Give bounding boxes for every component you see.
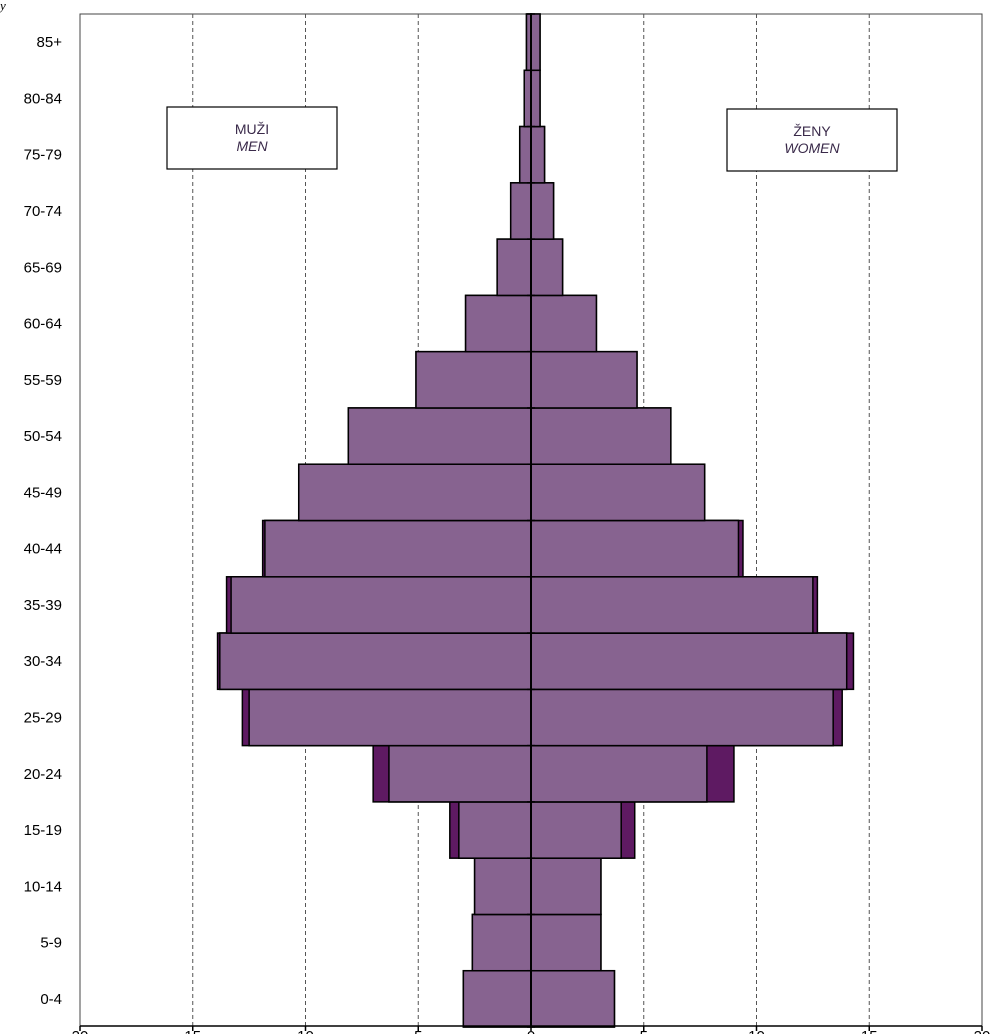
x-tick-label-5: 5 [640, 1028, 648, 1034]
bar-right-base-top-10-14 [530, 857, 602, 916]
bar-left-base-top-50-54 [347, 407, 532, 465]
y-tick-label-10-14: 10-14 [24, 878, 62, 895]
corner-label: y [0, 0, 6, 13]
x-tick-label-2: 10 [297, 1028, 314, 1034]
y-tick-label-5-9: 5-9 [40, 935, 62, 952]
axis-layer: 0-4 5-9 10-14 15-19 20-24 25-29 30-34 35-39 40-4… [24, 13, 991, 1034]
bar-right-base-top-60-64 [530, 294, 598, 353]
legend-women-label: ŽENY [793, 123, 831, 139]
x-tick-label-3: 5 [414, 1028, 422, 1034]
y-tick-label-50-54: 50-54 [24, 428, 62, 445]
bar-left-base-top-55-59 [415, 350, 532, 409]
legend-women-label-en: WOMEN [784, 140, 840, 156]
bar-left-base-top-80-84 [523, 69, 532, 128]
y-tick-label-65-69: 65-69 [24, 259, 62, 276]
x-tick-label-7: 15 [861, 1028, 878, 1034]
bar-left-base-top-45-49 [297, 463, 532, 522]
bar-left-base-top-75-79 [518, 125, 532, 184]
bar-left-base-top-60-64 [464, 294, 532, 353]
y-tick-label-20-24: 20-24 [24, 766, 62, 783]
bar-left-base-top-35-39 [230, 576, 532, 634]
x-tick-label-6: 10 [748, 1028, 765, 1034]
bar-right-base-top-85+ [530, 13, 541, 72]
bar-right-base-top-25-29 [530, 688, 834, 747]
bar-left-base-top-0-4 [462, 969, 532, 1028]
x-tick-label-8: 20 [974, 1028, 991, 1034]
legend-men: MUŽI MEN [166, 106, 338, 170]
y-tick-label-0-4: 0-4 [40, 991, 62, 1008]
bar-right-base-top-35-39 [530, 576, 814, 634]
bar-right-base-top-20-24 [530, 744, 708, 803]
bar-right-base-top-65-69 [530, 238, 564, 297]
bar-left-base-top-65-69 [496, 238, 532, 297]
y-tick-label-40-44: 40-44 [24, 541, 62, 558]
y-tick-label-25-29: 25-29 [24, 709, 62, 726]
bar-right-base-top-0-4 [530, 969, 616, 1028]
legend-women: ŽENY WOMEN [726, 108, 898, 172]
bar-right-base-top-80-84 [530, 69, 541, 128]
bar-left-base-top-25-29 [248, 688, 532, 747]
bar-left-base-top-40-44 [264, 519, 532, 578]
legend-men-label: MUŽI [235, 121, 269, 137]
bar-left-base-top-15-19 [458, 801, 532, 859]
y-tick-label-75-79: 75-79 [24, 147, 62, 164]
y-tick-label-70-74: 70-74 [24, 203, 62, 220]
legend-men-box [166, 106, 338, 170]
y-tick-label-15-19: 15-19 [24, 822, 62, 839]
bar-left-base-top-70-74 [509, 182, 532, 240]
bar-right-base-top-15-19 [530, 801, 622, 859]
bar-left-base-top-10-14 [473, 857, 532, 916]
y-tick-label-60-64: 60-64 [24, 316, 62, 333]
bar-right-base-top-50-54 [530, 407, 672, 465]
y-tick-label-85+: 85+ [37, 34, 63, 51]
bar-left-base-top-5-9 [471, 913, 532, 972]
y-tick-label-30-34: 30-34 [24, 653, 62, 670]
y-tick-label-45-49: 45-49 [24, 484, 62, 501]
bar-right-base-top-40-44 [530, 519, 740, 578]
bar-left-base-top-30-34 [219, 632, 532, 691]
x-tick-label-1: 15 [184, 1028, 201, 1034]
legend-men-label-en: MEN [236, 138, 268, 154]
bar-left-base-top-20-24 [388, 744, 532, 803]
x-tick-label-4: 0 [527, 1028, 535, 1034]
legend-women-box [726, 108, 898, 172]
y-tick-label-55-59: 55-59 [24, 372, 62, 389]
bar-right-base-top-5-9 [530, 913, 602, 972]
bar-right-base-top-70-74 [530, 182, 555, 240]
y-tick-label-80-84: 80-84 [24, 90, 62, 107]
bar-right-base-top-55-59 [530, 350, 638, 409]
bar-right-base-top-75-79 [530, 125, 546, 184]
x-tick-label-0: 20 [72, 1028, 89, 1034]
bar-right-base-top-45-49 [530, 463, 706, 522]
bar-right-base-top-30-34 [530, 632, 848, 691]
y-tick-label-35-39: 35-39 [24, 597, 62, 614]
